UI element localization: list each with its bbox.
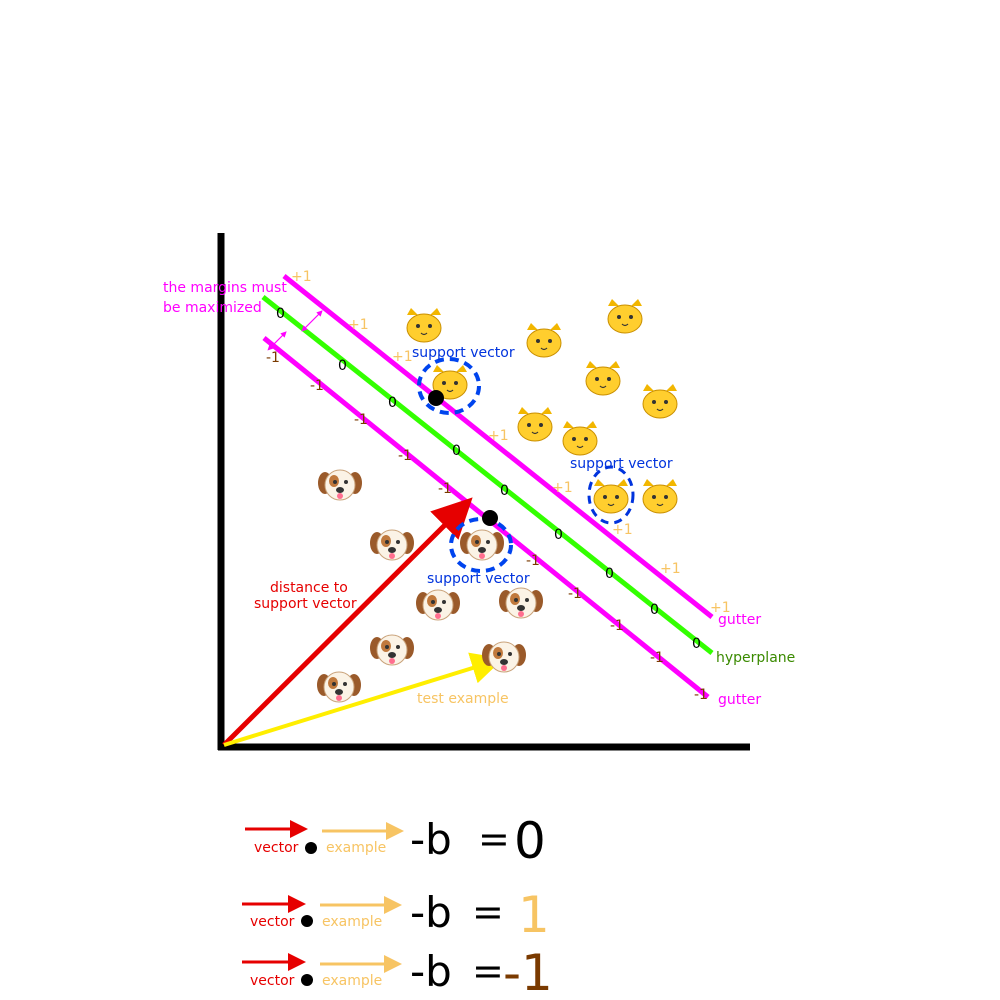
dog-face-icon xyxy=(416,589,460,621)
zero-label: 0 xyxy=(692,636,701,652)
dot-operator-icon xyxy=(301,915,313,927)
cat-face-icon xyxy=(642,384,678,419)
margin-arrow-top xyxy=(301,310,323,332)
cat-face-icon xyxy=(526,323,562,358)
zero-label: 0 xyxy=(554,527,563,543)
cat-face-icon xyxy=(406,308,442,343)
dog-face-icon xyxy=(460,529,504,561)
test-example-label: test example xyxy=(417,691,509,707)
equals-sign: = xyxy=(472,890,504,934)
hyperplane-line xyxy=(261,295,714,655)
equals-sign: = xyxy=(472,949,504,993)
minus-b-text: -b xyxy=(410,815,452,864)
dog-face-icon xyxy=(318,469,362,501)
cat-face-icon xyxy=(562,421,598,456)
minus-one-label: -1 xyxy=(398,448,412,464)
minus-one-label: -1 xyxy=(438,481,452,497)
minus-one-label: -1 xyxy=(266,350,280,366)
plus-one-label: +1 xyxy=(612,522,633,538)
equation-row: vector example -b = 0 xyxy=(245,812,546,870)
plus-one-label: +1 xyxy=(488,428,509,444)
support-vector-label: support vector xyxy=(570,456,673,472)
plus-one-label: +1 xyxy=(660,561,681,577)
plus-one-label: +1 xyxy=(552,480,573,496)
zero-label: 0 xyxy=(276,306,285,322)
zero-label: 0 xyxy=(388,395,397,411)
support-vector-label: support vector xyxy=(427,571,530,587)
cat-face-icon xyxy=(585,361,621,396)
result-value: 0 xyxy=(514,812,546,870)
vector-label: vector xyxy=(250,973,295,989)
dot-marker xyxy=(482,510,498,526)
dog-face-icon xyxy=(499,587,543,619)
gutter-label-bottom: gutter xyxy=(718,692,761,708)
dog-face-icon xyxy=(370,529,414,561)
margin-arrow-bottom xyxy=(267,331,287,351)
support-vector-circle xyxy=(587,465,635,525)
equation-row: vector example -b = -1 xyxy=(242,944,553,1000)
gutter-label-top: gutter xyxy=(718,612,761,628)
cat-face-icon xyxy=(432,365,468,400)
cat-face-icon xyxy=(607,299,643,334)
distance-label-line1: distance to xyxy=(270,580,348,596)
plus-one-label: +1 xyxy=(291,269,312,285)
upper-gutter-line xyxy=(282,274,714,619)
minus-one-label: -1 xyxy=(568,586,582,602)
dog-face-icon xyxy=(317,671,361,703)
example-label: example xyxy=(322,973,382,989)
support-vector-circle xyxy=(417,357,481,415)
test-example-arrow xyxy=(223,652,504,747)
result-value: -1 xyxy=(503,944,553,1000)
minus-one-label: -1 xyxy=(526,553,540,569)
example-label: example xyxy=(326,840,386,856)
minus-one-label: -1 xyxy=(354,412,368,428)
dog-face-icon xyxy=(370,634,414,666)
cat-face-icon xyxy=(642,479,678,514)
minus-one-label: -1 xyxy=(610,618,624,634)
equals-sign: = xyxy=(478,817,510,861)
plus-one-label: +1 xyxy=(710,600,731,616)
dot-marker xyxy=(428,390,444,406)
minus-one-label: -1 xyxy=(694,687,708,703)
zero-label: 0 xyxy=(500,483,509,499)
plus-one-label: +1 xyxy=(348,317,369,333)
vector-label: vector xyxy=(250,914,295,930)
support-vector-label: support vector xyxy=(412,345,515,361)
minus-one-label: -1 xyxy=(650,650,664,666)
dot-operator-icon xyxy=(305,842,317,854)
dot-operator-icon xyxy=(301,974,313,986)
minus-one-label: -1 xyxy=(310,378,324,394)
minus-b-text: -b xyxy=(410,947,452,996)
distance-label-line2: support vector xyxy=(254,596,357,612)
dog-face-icon xyxy=(482,641,526,673)
hyperplane-label: hyperplane xyxy=(716,650,795,666)
zero-label: 0 xyxy=(338,358,347,374)
zero-label: 0 xyxy=(605,566,614,582)
margins-note-line1: the margins must xyxy=(163,280,287,296)
cat-face-icon xyxy=(517,407,553,442)
vector-label: vector xyxy=(254,840,299,856)
equation-row: vector example -b = 1 xyxy=(242,886,550,944)
plus-one-label: +1 xyxy=(392,349,413,365)
example-label: example xyxy=(322,914,382,930)
distance-vector-arrow xyxy=(222,497,473,747)
cat-face-icon xyxy=(593,479,629,514)
minus-b-text: -b xyxy=(410,888,452,937)
margins-note-line2: be maximized xyxy=(163,300,262,316)
zero-label: 0 xyxy=(452,443,461,459)
support-vector-circle xyxy=(449,517,513,573)
zero-label: 0 xyxy=(650,602,659,618)
result-value: 1 xyxy=(518,886,550,944)
